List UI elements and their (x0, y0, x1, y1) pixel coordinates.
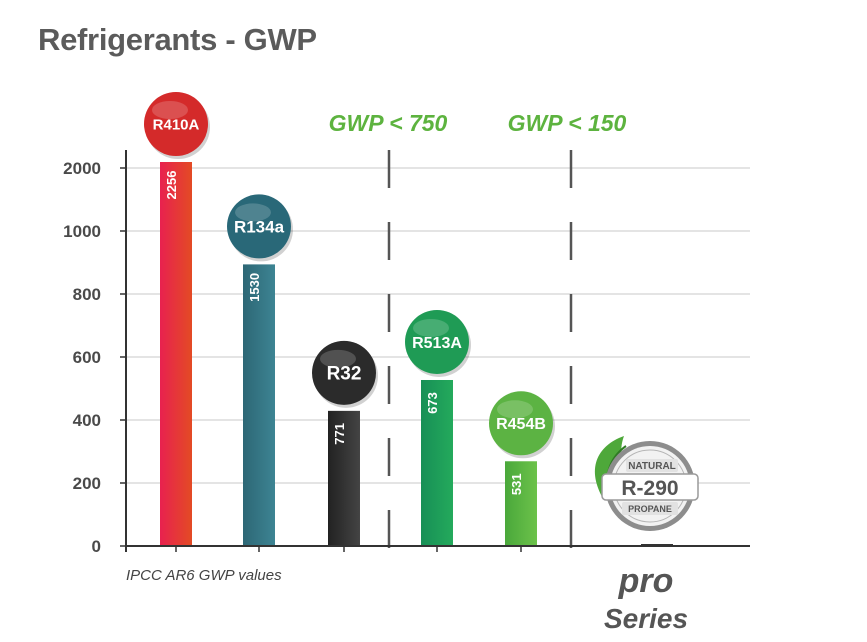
bubble-r454b (489, 391, 553, 456)
brand-series: Series (604, 603, 688, 634)
bar-group-r454b: 531 R454B (489, 391, 555, 546)
bar-r454b (505, 461, 537, 546)
y-tick-label: 2000 (63, 159, 101, 178)
r290-seal-logo: NATURAL R-290 PROPANE (594, 436, 699, 531)
bubble-r513a (405, 309, 469, 374)
category-label: R513A (412, 335, 462, 352)
category-label: R454B (496, 416, 546, 433)
band-label-150: GWP < 150 (508, 110, 627, 136)
bar-r32 (328, 410, 360, 546)
bubble-r134a (227, 194, 291, 259)
chart-title: Refrigerants - GWP (38, 22, 317, 57)
category-label: R134a (234, 218, 285, 237)
y-tick-label: 800 (73, 285, 101, 304)
bubble-r32 (312, 340, 376, 405)
bar-value-label: 1530 (247, 273, 262, 302)
seal-bottom-text: PROPANE (628, 504, 672, 514)
band-label-750: GWP < 750 (329, 110, 448, 136)
source-note: IPCC AR6 GWP values (126, 567, 282, 584)
y-tick-label: 0 (92, 537, 101, 556)
category-label: R32 (327, 364, 362, 385)
bar-r513a (421, 379, 453, 546)
y-tick-label: 400 (73, 411, 101, 430)
category-label: R410A (153, 116, 200, 133)
axes (125, 150, 750, 552)
bar-group-r32: 771 R32 (312, 340, 378, 546)
bar-value-label: 531 (509, 473, 524, 495)
bar-group-r134a: 1530 R134a (227, 194, 293, 546)
seal-top-text: NATURAL (628, 461, 676, 472)
bubble-r410a (144, 92, 208, 156)
bar-value-label: 771 (332, 423, 347, 445)
bar-group-r410a: 2256 R410A (144, 92, 210, 546)
bars: 2256 R410A 1530 R134a 771 R32 673 R513A 531 R454B (144, 92, 673, 546)
y-axis-ticks: 0 200 400 600 800 1000 2000 (63, 159, 126, 556)
bar-r410a (160, 162, 192, 546)
bar-r134a (243, 264, 275, 546)
y-tick-label: 200 (73, 474, 101, 493)
brand-pro: pro (618, 562, 674, 600)
bar-value-label: 673 (425, 392, 440, 414)
bar-value-label: 2256 (164, 171, 179, 200)
bar-group-r513a: 673 R513A (405, 309, 471, 546)
y-tick-label: 600 (73, 348, 101, 367)
seal-middle-text: R-290 (621, 477, 678, 500)
y-tick-label: 1000 (63, 222, 101, 241)
